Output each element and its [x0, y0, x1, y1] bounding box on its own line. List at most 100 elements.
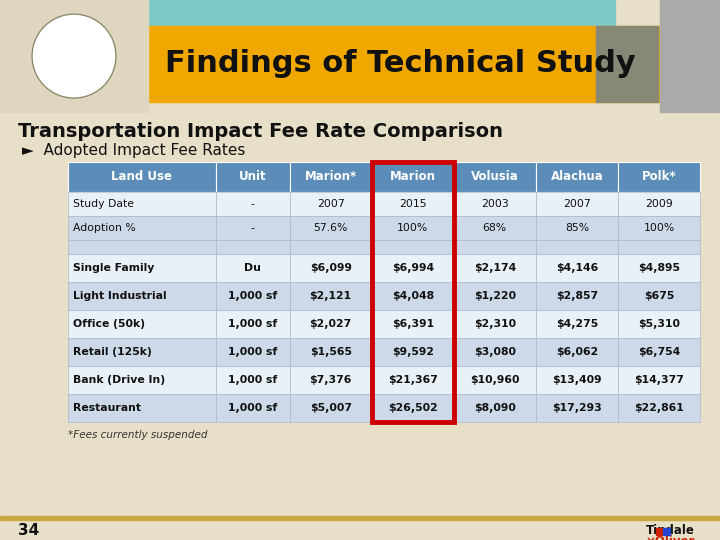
Bar — [216, 254, 289, 282]
Bar — [372, 240, 454, 254]
Bar — [68, 254, 216, 282]
Bar — [618, 282, 700, 310]
Text: $6,391: $6,391 — [392, 319, 433, 329]
Text: 1,000 sf: 1,000 sf — [228, 319, 277, 329]
Bar — [454, 192, 536, 216]
Text: Restaurant: Restaurant — [73, 403, 141, 413]
Bar — [454, 254, 536, 282]
Text: Retail (125k): Retail (125k) — [73, 347, 152, 357]
Text: ×Oliver: ×Oliver — [646, 535, 695, 540]
Bar — [372, 192, 454, 216]
Text: 2003: 2003 — [481, 199, 509, 209]
Bar — [289, 254, 372, 282]
Text: $2,174: $2,174 — [474, 263, 516, 273]
Bar — [68, 338, 216, 366]
Bar — [216, 366, 289, 394]
Bar — [536, 366, 618, 394]
Text: $13,409: $13,409 — [552, 375, 602, 385]
Bar — [663, 528, 670, 535]
Text: $1,565: $1,565 — [310, 347, 351, 357]
Text: Marion*: Marion* — [305, 171, 357, 184]
Bar — [68, 310, 216, 338]
Bar — [372, 162, 454, 192]
Text: $10,960: $10,960 — [470, 375, 520, 385]
Bar — [536, 162, 618, 192]
Bar — [618, 366, 700, 394]
Bar — [536, 192, 618, 216]
Bar — [289, 192, 372, 216]
Text: $4,275: $4,275 — [556, 319, 598, 329]
Text: $26,502: $26,502 — [388, 403, 438, 413]
Bar — [145, 0, 615, 29]
Text: $4,048: $4,048 — [392, 291, 433, 301]
Text: 85%: 85% — [564, 223, 589, 233]
Text: $2,310: $2,310 — [474, 319, 516, 329]
Bar — [618, 240, 700, 254]
Text: Light Industrial: Light Industrial — [73, 291, 166, 301]
Text: 100%: 100% — [644, 223, 675, 233]
Text: $2,857: $2,857 — [556, 291, 598, 301]
Text: -: - — [251, 199, 255, 209]
Text: $7,376: $7,376 — [310, 375, 352, 385]
Text: Alachua: Alachua — [551, 171, 603, 184]
Bar — [656, 528, 663, 535]
Bar — [618, 254, 700, 282]
Bar — [536, 254, 618, 282]
Bar — [68, 162, 216, 192]
Text: Du: Du — [244, 263, 261, 273]
Bar — [536, 282, 618, 310]
Bar — [216, 338, 289, 366]
Bar — [454, 240, 536, 254]
Text: Unit: Unit — [239, 171, 266, 184]
Bar — [618, 192, 700, 216]
Bar — [68, 366, 216, 394]
Bar — [145, 25, 720, 102]
Text: Land Use: Land Use — [112, 171, 172, 184]
Bar — [216, 394, 289, 422]
Bar — [372, 254, 454, 282]
Text: Volusia: Volusia — [471, 171, 518, 184]
Text: $14,377: $14,377 — [634, 375, 684, 385]
Text: $2,027: $2,027 — [310, 319, 352, 329]
Text: $5,310: $5,310 — [638, 319, 680, 329]
Bar — [289, 216, 372, 240]
Text: $3,080: $3,080 — [474, 347, 516, 357]
Text: $6,099: $6,099 — [310, 263, 351, 273]
Bar — [618, 162, 700, 192]
Bar — [536, 310, 618, 338]
Bar — [454, 366, 536, 394]
Bar — [536, 338, 618, 366]
Bar — [216, 240, 289, 254]
Bar — [454, 394, 536, 422]
Bar — [454, 282, 536, 310]
Bar — [68, 282, 216, 310]
Bar — [536, 394, 618, 422]
Text: Transportation Impact Fee Rate Comparison: Transportation Impact Fee Rate Compariso… — [18, 122, 503, 141]
Text: 57.6%: 57.6% — [313, 223, 348, 233]
Bar — [372, 310, 454, 338]
Text: $21,367: $21,367 — [388, 375, 438, 385]
Bar — [660, 0, 720, 112]
Text: $2,121: $2,121 — [310, 291, 351, 301]
Bar — [536, 240, 618, 254]
Bar — [372, 338, 454, 366]
Bar — [289, 282, 372, 310]
Text: $675: $675 — [644, 291, 674, 301]
Text: 1,000 sf: 1,000 sf — [228, 291, 277, 301]
Bar — [0, 0, 148, 112]
Bar — [596, 25, 658, 102]
Bar — [216, 162, 289, 192]
Bar — [536, 216, 618, 240]
Text: -: - — [251, 223, 255, 233]
Text: 34: 34 — [18, 523, 40, 538]
Bar — [289, 310, 372, 338]
Bar — [618, 338, 700, 366]
Bar — [372, 394, 454, 422]
Text: $4,895: $4,895 — [638, 263, 680, 273]
Text: $17,293: $17,293 — [552, 403, 602, 413]
Bar — [618, 216, 700, 240]
Text: Marion: Marion — [390, 171, 436, 184]
Bar — [289, 338, 372, 366]
Bar — [289, 366, 372, 394]
Bar — [289, 394, 372, 422]
